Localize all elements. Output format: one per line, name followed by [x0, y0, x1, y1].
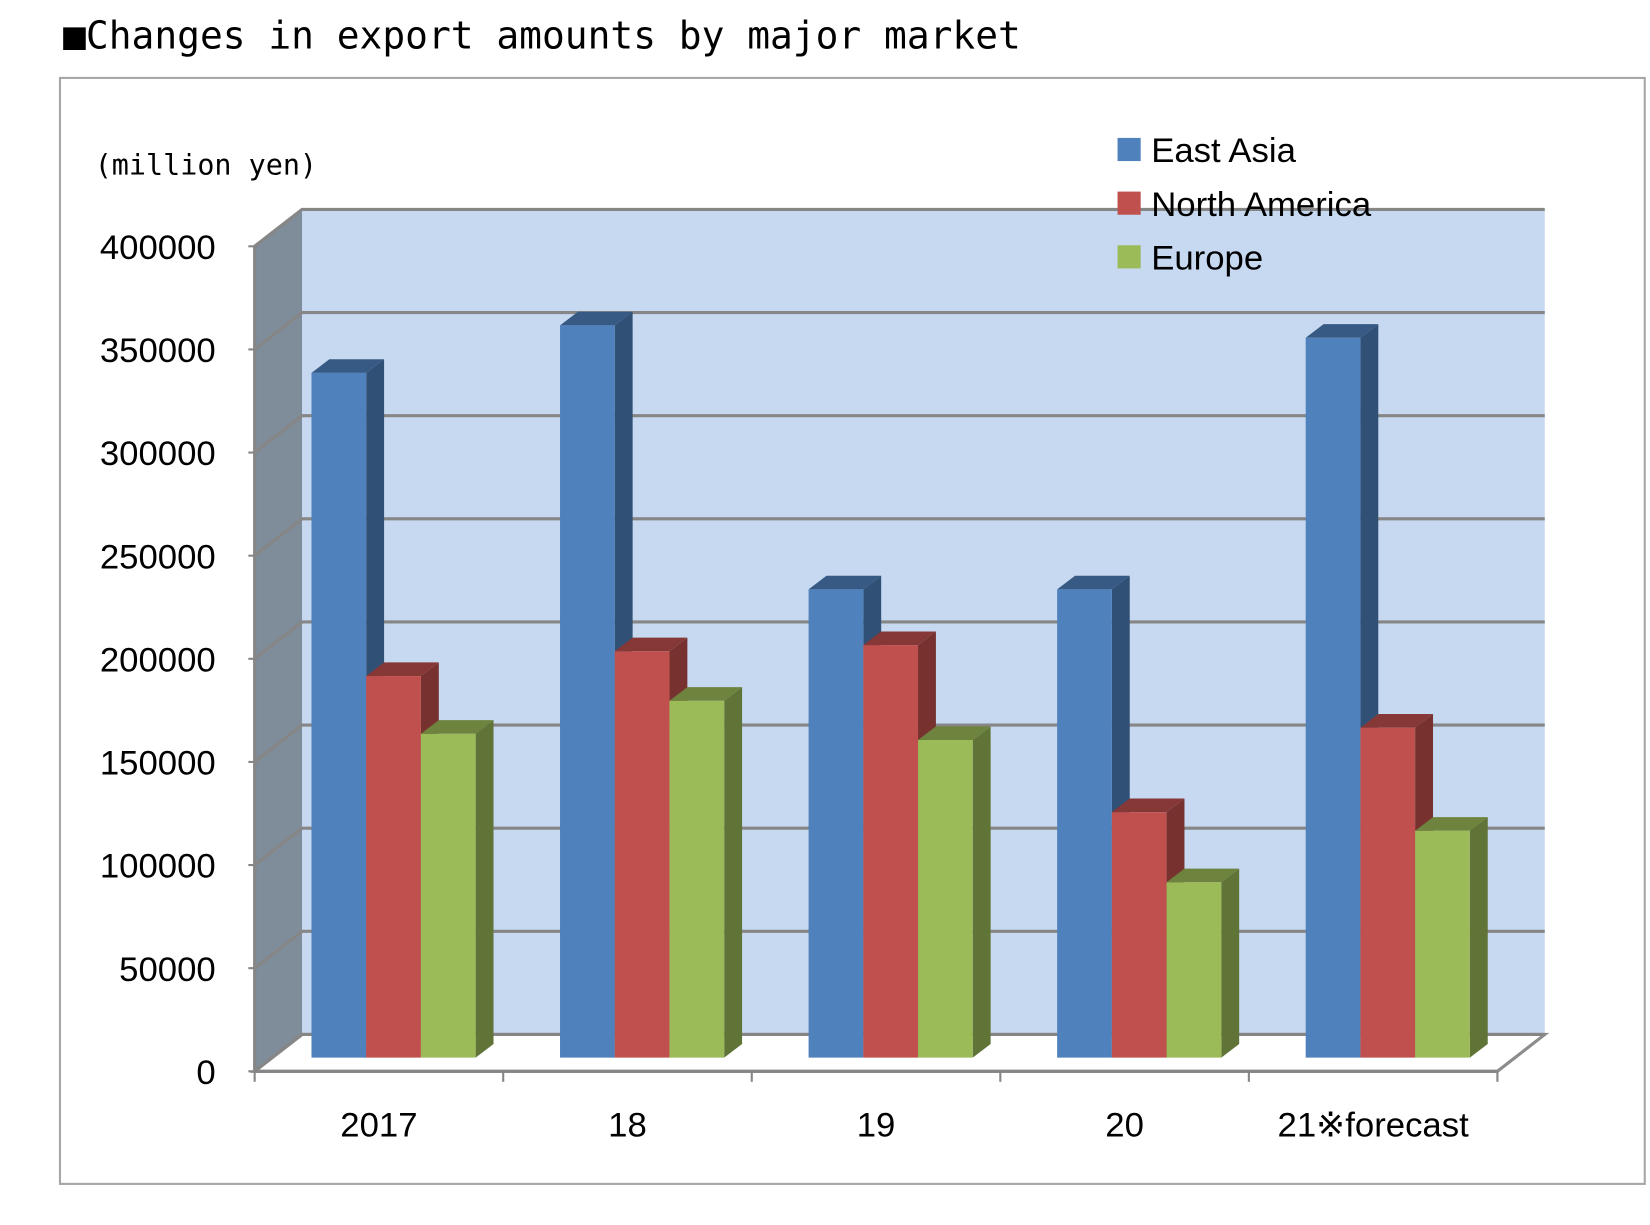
bar — [1305, 337, 1361, 1058]
bar — [560, 325, 615, 1058]
bar — [1166, 882, 1222, 1058]
legend: East Asia North America Europe — [1117, 132, 1372, 277]
bar-top — [311, 359, 385, 373]
legend-label: East Asia — [1151, 132, 1296, 170]
bar-side — [1469, 817, 1488, 1058]
bar — [808, 589, 864, 1058]
x-tick-label: 20 — [1105, 1107, 1144, 1145]
bar-top — [366, 662, 439, 677]
bar-top — [560, 311, 633, 326]
gridline — [253, 311, 1545, 351]
y-tick-label: 100000 — [100, 848, 216, 886]
bar-top — [1360, 713, 1434, 728]
bar-top — [1415, 817, 1488, 831]
bar — [918, 739, 973, 1058]
bar — [366, 676, 421, 1058]
y-tick-label: 200000 — [100, 641, 216, 679]
legend-label: North America — [1151, 186, 1372, 224]
bar-top — [918, 726, 991, 740]
bar — [311, 372, 367, 1058]
legend-swatch — [1117, 245, 1141, 269]
bar — [1057, 589, 1112, 1058]
bar-side — [972, 726, 991, 1058]
bar-top — [1111, 798, 1185, 813]
gridline — [253, 620, 1545, 661]
x-tick-label: 18 — [608, 1107, 647, 1145]
bar — [1111, 812, 1167, 1058]
gridline — [253, 517, 1545, 557]
bar — [1415, 830, 1470, 1058]
bar-top — [863, 631, 936, 646]
legend-swatch — [1117, 137, 1141, 162]
bar-side — [475, 720, 494, 1058]
bar-top — [1166, 868, 1240, 883]
unit-label: (million yen) — [95, 149, 317, 182]
bar — [669, 700, 725, 1058]
legend-swatch — [1117, 191, 1141, 215]
bar-top — [1057, 575, 1130, 590]
x-tick-label: 19 — [857, 1107, 896, 1145]
y-tick-label: 400000 — [100, 229, 216, 267]
gridline — [253, 723, 1545, 764]
bar — [1360, 727, 1416, 1058]
y-tick-label: 0 — [196, 1054, 215, 1092]
chart-title: ■Changes in export amounts by major mark… — [63, 13, 1021, 57]
y-tick-label: 150000 — [100, 745, 216, 783]
legend-label: Europe — [1151, 239, 1263, 277]
y-tick-label: 250000 — [100, 538, 216, 576]
bar — [614, 651, 670, 1058]
bar-top — [669, 687, 743, 701]
plot-area: 0 50000 100000 150000 200000 250000 300000 3500… — [100, 207, 1550, 1145]
bar-top — [420, 720, 494, 734]
x-tick-label: 21※forecast — [1278, 1107, 1470, 1145]
bar-top — [808, 575, 882, 590]
x-tick-label: 2017 — [340, 1107, 417, 1145]
bar-top — [1305, 324, 1379, 338]
bar-top — [614, 637, 688, 652]
chart-frame — [58, 76, 1646, 1185]
y-tick-label: 350000 — [100, 332, 216, 370]
gridline — [253, 414, 1545, 454]
bar — [863, 645, 919, 1058]
bar-side — [1221, 868, 1240, 1058]
bar — [420, 733, 476, 1058]
bar-side — [724, 687, 743, 1058]
y-tick-label: 50000 — [119, 951, 216, 989]
y-tick-label: 300000 — [100, 435, 216, 473]
